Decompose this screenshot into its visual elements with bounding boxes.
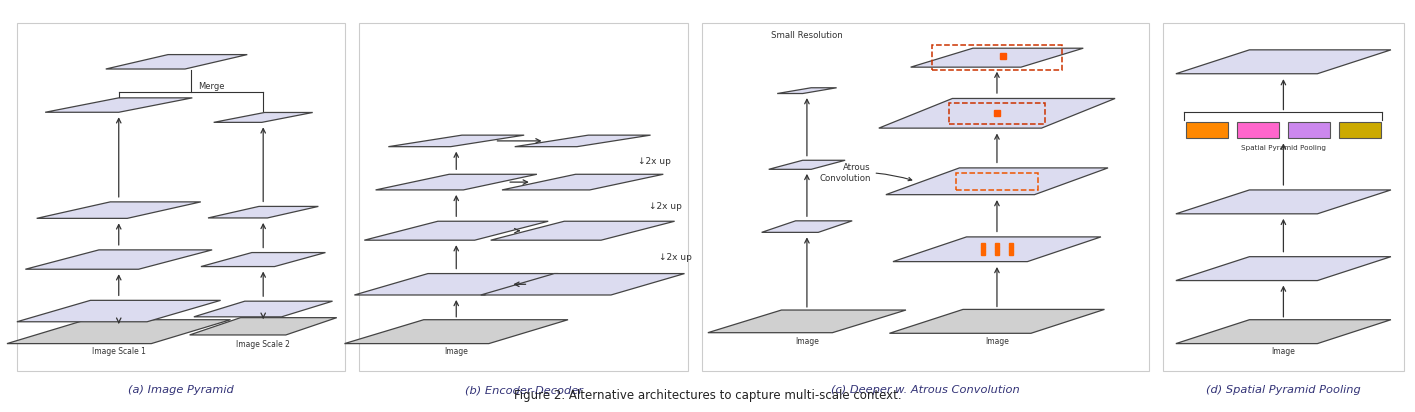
Polygon shape — [481, 274, 685, 295]
Polygon shape — [491, 221, 675, 240]
Text: ↓2x up: ↓2x up — [659, 253, 692, 262]
Polygon shape — [893, 237, 1101, 262]
Polygon shape — [879, 98, 1115, 128]
Text: (c) Deeper w. Atrous Convolution: (c) Deeper w. Atrous Convolution — [831, 385, 1020, 395]
Polygon shape — [1176, 50, 1391, 74]
Polygon shape — [344, 320, 567, 344]
Text: Merge: Merge — [198, 82, 225, 91]
Polygon shape — [375, 174, 536, 190]
Polygon shape — [25, 250, 212, 269]
Polygon shape — [1176, 257, 1391, 281]
Polygon shape — [515, 135, 651, 147]
Text: ↓2x up: ↓2x up — [638, 157, 671, 166]
Text: Image: Image — [1272, 347, 1295, 356]
Text: Image Scale 1: Image Scale 1 — [92, 347, 146, 356]
FancyBboxPatch shape — [1339, 122, 1381, 138]
FancyBboxPatch shape — [1237, 122, 1279, 138]
Polygon shape — [190, 318, 337, 335]
Text: (b) Encoder-Decoder: (b) Encoder-Decoder — [464, 385, 583, 395]
Polygon shape — [37, 202, 201, 218]
Text: Small Resolution: Small Resolution — [771, 31, 843, 40]
Polygon shape — [886, 168, 1108, 194]
Polygon shape — [214, 112, 313, 122]
Text: Figure 2. Alternative architectures to capture multi-scale context.: Figure 2. Alternative architectures to c… — [514, 389, 901, 402]
Polygon shape — [768, 160, 845, 169]
Text: Image: Image — [444, 347, 468, 356]
Polygon shape — [17, 300, 221, 322]
Polygon shape — [1176, 320, 1391, 344]
Polygon shape — [761, 221, 852, 232]
Polygon shape — [502, 174, 664, 190]
Polygon shape — [777, 88, 836, 94]
Polygon shape — [890, 309, 1105, 333]
Polygon shape — [708, 310, 906, 333]
Polygon shape — [388, 135, 524, 147]
Polygon shape — [354, 274, 558, 295]
FancyBboxPatch shape — [1288, 122, 1330, 138]
Text: Image Scale 2: Image Scale 2 — [236, 340, 290, 349]
Text: Image: Image — [795, 337, 819, 346]
Polygon shape — [911, 48, 1084, 67]
Polygon shape — [45, 98, 192, 112]
Polygon shape — [194, 301, 333, 317]
Text: (d) Spatial Pyramid Pooling: (d) Spatial Pyramid Pooling — [1206, 385, 1361, 395]
Text: Image: Image — [985, 337, 1009, 346]
Text: Atrous
Convolution: Atrous Convolution — [819, 163, 911, 183]
Polygon shape — [201, 253, 325, 267]
Polygon shape — [1176, 190, 1391, 214]
Polygon shape — [208, 206, 318, 218]
Text: ↓2x up: ↓2x up — [649, 202, 682, 211]
Polygon shape — [364, 221, 548, 240]
Text: (a) Image Pyramid: (a) Image Pyramid — [129, 385, 233, 395]
FancyBboxPatch shape — [1186, 122, 1228, 138]
Polygon shape — [7, 320, 231, 344]
Text: Spatial Pyramid Pooling: Spatial Pyramid Pooling — [1241, 145, 1326, 152]
Polygon shape — [106, 55, 248, 69]
